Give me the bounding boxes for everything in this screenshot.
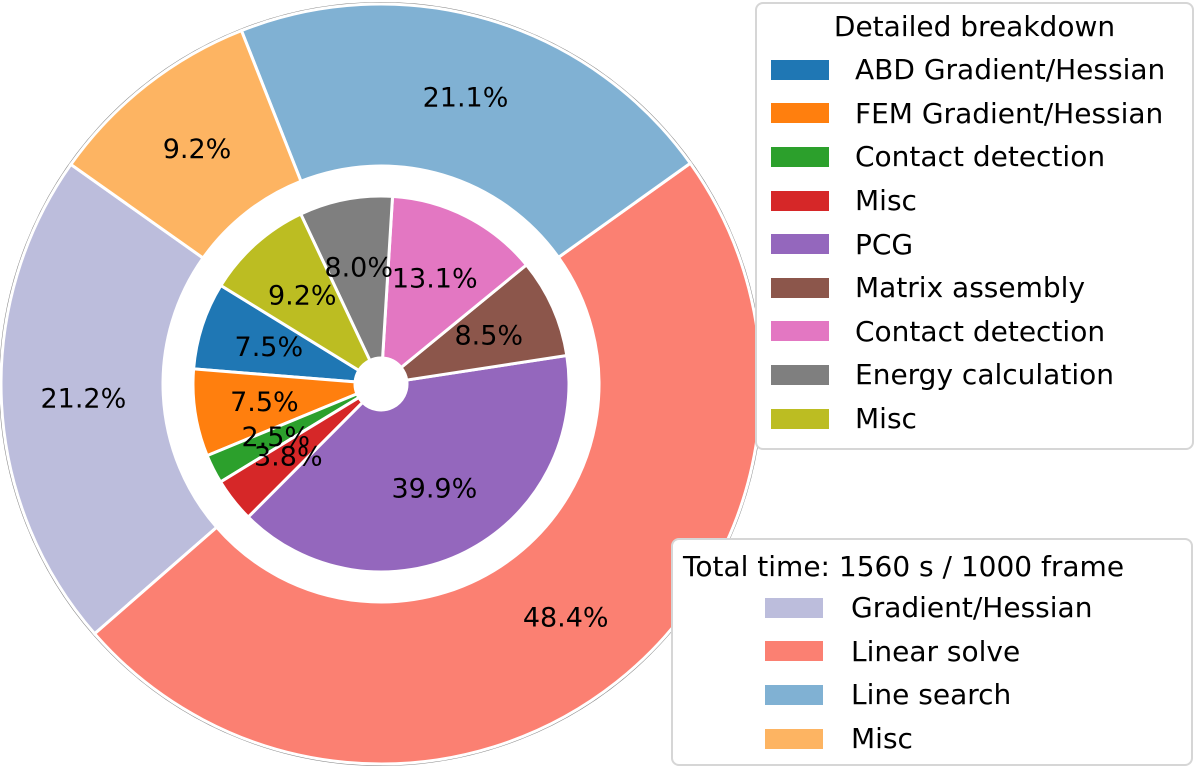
detail-legend-item-0: ABD Gradient/Hessian [771,48,1192,92]
inner-slice-label-6: 13.1% [392,263,478,294]
legend-swatch [771,190,829,211]
legend-items: Gradient/Hessian Linear solve Line search M… [765,586,1191,760]
inner-slice-label-1: 7.5% [230,387,299,418]
outer-slice-label-2: 21.1% [423,83,509,114]
inner-slice-label-3: 3.8% [254,442,323,473]
outer-slice-label-3: 9.2% [163,134,232,165]
legend-swatch [771,277,829,298]
outer-slice-2 [239,2,693,260]
inner-slice-label-7: 8.0% [324,253,393,284]
total-legend-item-2: Line search [765,673,1191,717]
legend-swatch [771,103,829,124]
detailed-breakdown-legend: Detailed breakdown ABD Gradient/Hessian F… [755,2,1194,450]
legend-swatch [771,146,829,167]
inner-slice-label-8: 9.2% [268,281,337,312]
legend-label: Misc [855,184,917,218]
inner-slice-4 [246,353,571,574]
detail-legend-item-5: Matrix assembly [771,266,1192,310]
outer-slice-0 [0,162,219,636]
total-legend-item-1: Linear solve [765,630,1191,674]
legend-label: Contact detection [855,140,1106,174]
slice-labels: 21.2% 48.4% 21.1% 9.2% 7.5% 7.5% 2.5%3.8% 39.9%… [40,83,608,634]
legend-label: PCG [855,227,914,261]
inner-slice-6 [381,194,529,370]
detail-legend-item-8: Misc [771,397,1192,441]
legend-title: Detailed breakdown [833,10,1116,43]
inner-slice-label-4: 39.9% [391,474,477,505]
total-legend-item-3: Misc [765,717,1191,761]
outer-slice-label-0: 21.2% [40,384,126,415]
legend-swatch [771,321,829,342]
total-time-legend: Total time: 1560 s / 1000 frame Gradient… [671,538,1193,766]
legend-label: Line search [851,678,1012,712]
legend-label: Gradient/Hessian [851,591,1093,625]
legend-swatch [771,59,829,80]
inner-slice-label-5: 8.5% [454,320,523,351]
legend-swatch [765,597,823,618]
legend-label: Linear solve [851,634,1021,668]
inner-slice-8 [218,212,372,373]
inner-slice-5 [399,262,569,382]
detail-legend-item-6: Contact detection [771,310,1192,354]
inner-slice-label-0: 7.5% [235,332,304,363]
inner-ring [191,194,571,574]
outer-slice-label-1: 48.4% [523,602,609,633]
legend-title: Total time: 1560 s / 1000 frame [683,550,1125,583]
legend-swatch [771,234,829,255]
detail-legend-item-7: Energy calculation [771,353,1192,397]
legend-label: Energy calculation [855,358,1114,392]
outer-ring [0,2,763,766]
legend-swatch [771,408,829,429]
legend-label: Contact detection [855,314,1106,348]
legend-label: Matrix assembly [855,271,1086,305]
outer-slice-3 [68,28,303,261]
inner-slice-7 [298,194,395,363]
detail-legend-item-1: FEM Gradient/Hessian [771,92,1192,136]
legend-label: Misc [855,402,917,436]
inner-slice-label-2: 2.5% [241,422,310,453]
legend-swatch [765,728,823,749]
legend-label: FEM Gradient/Hessian [855,96,1164,130]
legend-items: ABD Gradient/Hessian FEM Gradient/Hessian… [771,48,1192,440]
legend-swatch [765,641,823,662]
detail-legend-item-2: Contact detection [771,135,1192,179]
detail-legend-item-4: PCG [771,222,1192,266]
legend-swatch [771,364,829,385]
legend-label: ABD Gradient/Hessian [855,53,1166,87]
detail-legend-item-3: Misc [771,179,1192,223]
outer-slice-1 [92,161,763,766]
total-legend-item-0: Gradient/Hessian [765,586,1191,630]
legend-swatch [765,684,823,705]
legend-label: Misc [851,722,913,756]
